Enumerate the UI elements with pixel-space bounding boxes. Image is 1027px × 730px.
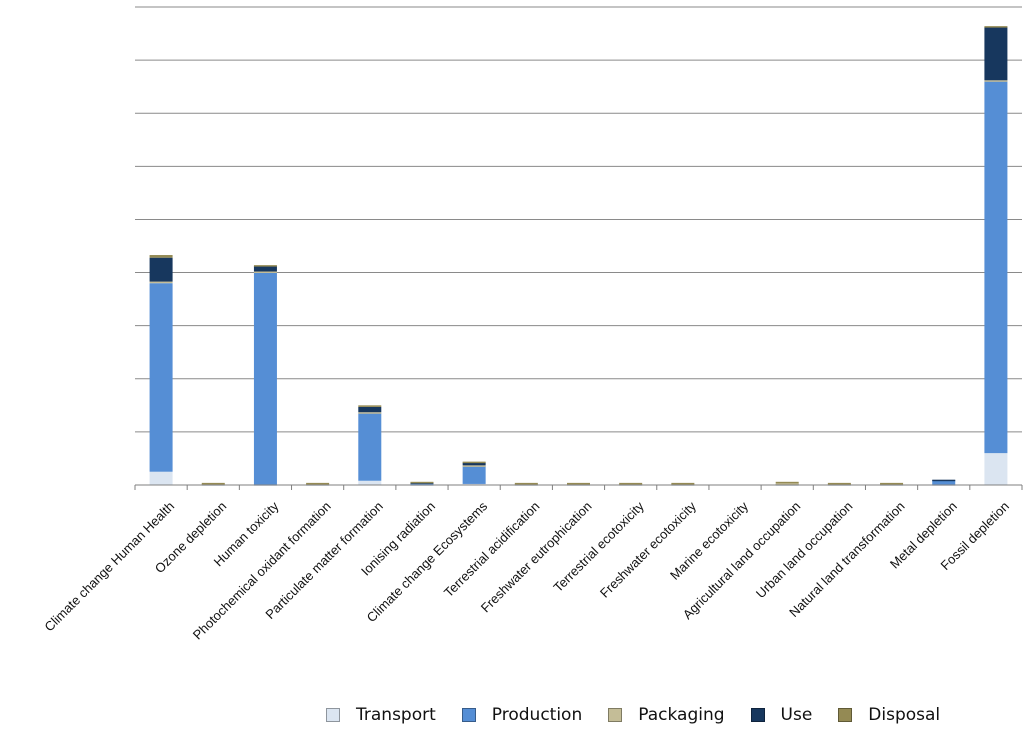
legend-item-packaging: Packaging bbox=[608, 705, 725, 725]
bar-transport-particulate-matter-formation bbox=[358, 480, 382, 485]
bar-use-climate-change-human-health bbox=[149, 257, 173, 282]
bar-disposal-terrestrial-ecotoxicity bbox=[619, 482, 643, 485]
bar-transport-fossil-depletion bbox=[984, 453, 1008, 485]
legend-item-production: Production bbox=[461, 705, 583, 725]
legend-item-disposal: Disposal bbox=[838, 705, 940, 725]
bar-use-particulate-matter-formation bbox=[358, 406, 382, 413]
bar-packaging-climate-change-ecosystems bbox=[462, 465, 486, 467]
gridlines bbox=[135, 6, 1022, 433]
bar-use-metal-depletion bbox=[932, 479, 956, 482]
legend-swatch-production bbox=[461, 708, 476, 722]
legend: Transport Production Packaging Use Dispo… bbox=[326, 704, 940, 726]
bar-disposal-freshwater-eutrophication bbox=[567, 482, 590, 485]
bar-transport-climate-change-human-health bbox=[149, 471, 173, 485]
legend-label-use: Use bbox=[780, 705, 813, 725]
bar-disposal-ozone-depletion bbox=[201, 482, 225, 485]
bar-disposal-human-toxicity bbox=[253, 265, 277, 267]
bar-disposal-terrestrial-acidification bbox=[514, 482, 538, 485]
bar-packaging-human-toxicity bbox=[253, 271, 277, 273]
x-tick-label-freshwater-ecotoxicity: Freshwater ecotoxicity bbox=[597, 498, 699, 600]
legend-swatch-use bbox=[750, 708, 765, 722]
bar-disposal-urban-land-occupation bbox=[827, 482, 851, 485]
bar-disposal-photochemical-oxidant-formation bbox=[306, 482, 330, 485]
bar-use-human-toxicity bbox=[253, 266, 277, 272]
bar-disposal-particulate-matter-formation bbox=[358, 405, 382, 407]
bar-use-climate-change-ecosystems bbox=[462, 462, 486, 466]
bar-disposal-ionising-radiation bbox=[410, 481, 434, 484]
bar-packaging-particulate-matter-formation bbox=[358, 412, 382, 414]
bar-disposal-climate-change-human-health bbox=[149, 255, 173, 258]
bar-packaging-climate-change-human-health bbox=[149, 281, 173, 284]
bar-production-climate-change-ecosystems bbox=[462, 465, 486, 484]
bar-packaging-fossil-depletion bbox=[984, 80, 1008, 82]
x-tick-label-terrestrial-acidification: Terrestrial acidification bbox=[441, 499, 543, 601]
legend-item-use: Use bbox=[750, 705, 813, 725]
bar-production-fossil-depletion bbox=[984, 81, 1008, 454]
bar-packaging-agricultural-land-occupation bbox=[775, 483, 799, 485]
legend-label-disposal: Disposal bbox=[868, 705, 941, 725]
bar-production-particulate-matter-formation bbox=[358, 413, 382, 481]
bars bbox=[149, 26, 1008, 486]
x-axis-ticks bbox=[134, 485, 1023, 490]
bar-use-fossil-depletion bbox=[984, 27, 1008, 81]
legend-swatch-packaging bbox=[608, 708, 623, 722]
bar-disposal-climate-change-ecosystems bbox=[462, 461, 486, 464]
bar-disposal-agricultural-land-occupation bbox=[775, 481, 799, 484]
bar-production-human-toxicity bbox=[253, 272, 277, 485]
legend-swatch-disposal bbox=[838, 708, 853, 722]
legend-label-transport: Transport bbox=[356, 705, 436, 725]
legend-label-packaging: Packaging bbox=[638, 705, 725, 725]
legend-item-transport: Transport bbox=[326, 705, 436, 725]
x-tick-label-terrestrial-ecotoxicity: Terrestrial ecotoxicity bbox=[550, 498, 647, 595]
legend-swatch-transport bbox=[326, 708, 340, 722]
legend-label-production: Production bbox=[491, 705, 583, 725]
bar-disposal-freshwater-ecotoxicity bbox=[671, 482, 695, 485]
bar-production-climate-change-human-health bbox=[149, 283, 173, 472]
bar-production-metal-depletion bbox=[932, 480, 956, 485]
bar-disposal-natural-land-transformation bbox=[880, 482, 904, 485]
bar-disposal-fossil-depletion bbox=[984, 26, 1008, 28]
x-tick-label-urban-land-occupation: Urban land occupation bbox=[753, 499, 856, 602]
